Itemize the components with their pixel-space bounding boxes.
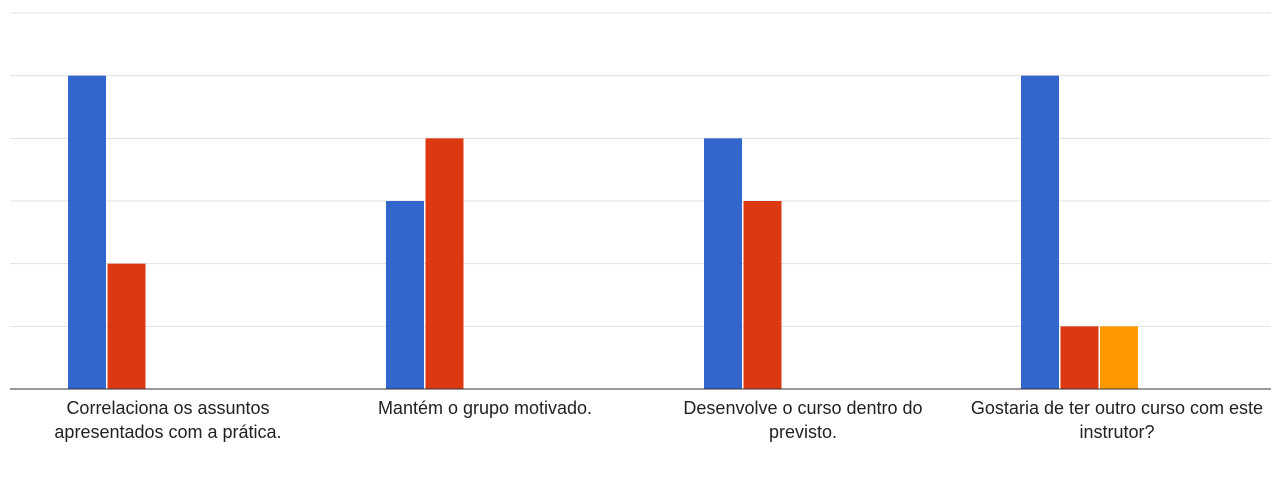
category-label-2: Mantém o grupo motivado. xyxy=(377,398,593,418)
category-label-4: Gostaria de ter outro curso com este ins… xyxy=(970,398,1264,442)
category-label-3: Desenvolve o curso dentro do previsto. xyxy=(683,398,923,442)
bar-series-2-category-3 xyxy=(743,201,782,389)
bar-series-2-category-4 xyxy=(1060,326,1099,389)
bar-series-2-category-1 xyxy=(107,263,146,389)
bar-series-3-category-4 xyxy=(1100,326,1138,389)
bar-series-1-category-2 xyxy=(386,201,424,389)
bar-series-1-category-4 xyxy=(1021,75,1059,390)
bar-series-2-category-2 xyxy=(425,138,464,389)
bar-series-1-category-3 xyxy=(704,138,742,389)
gridlines xyxy=(10,12,1271,327)
category-label-1: Correlaciona os assuntos apresentados co… xyxy=(54,398,282,442)
bars xyxy=(68,75,1138,390)
bar-series-1-category-1 xyxy=(68,75,106,390)
